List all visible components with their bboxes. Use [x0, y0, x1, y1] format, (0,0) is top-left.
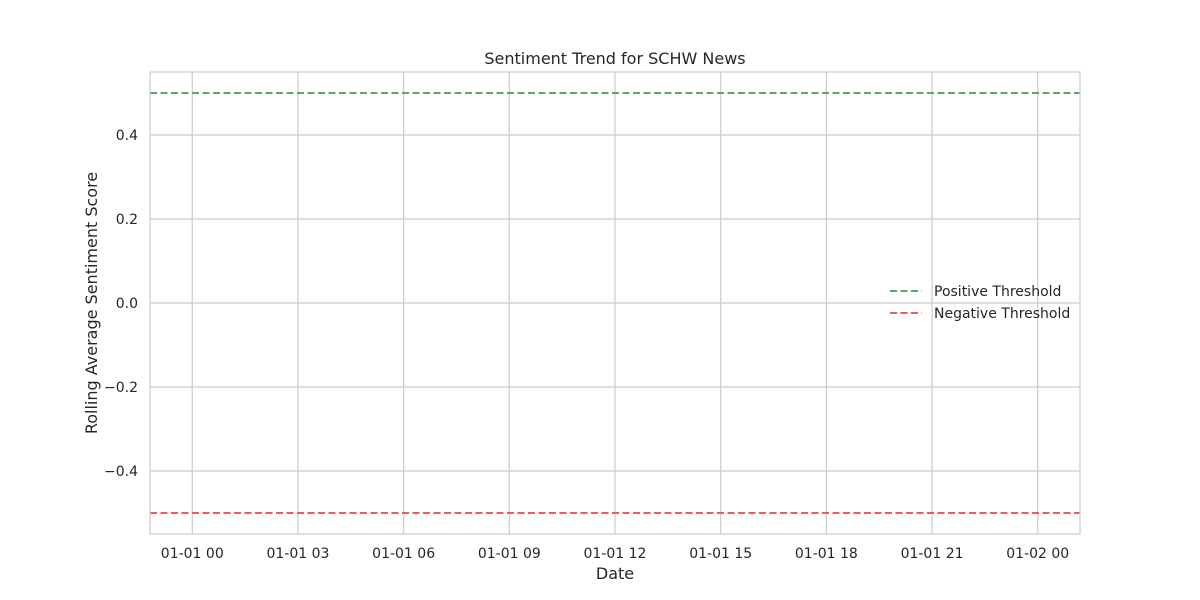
x-tick-label: 01-01 21: [901, 546, 964, 562]
y-axis-ticks: 0.4 0.2 0.0 −0.2 −0.4: [104, 128, 138, 480]
y-tick-label: 0.4: [116, 128, 138, 144]
plot-frame: [149, 71, 1081, 535]
x-tick-label: 01-01 06: [372, 546, 435, 562]
y-axis-title: Rolling Average Sentiment Score: [82, 172, 101, 434]
x-tick-label: 01-01 12: [584, 546, 647, 562]
y-tick-label: 0.0: [116, 296, 138, 312]
x-tick-label: 01-01 00: [161, 546, 224, 562]
y-tick-label: −0.4: [104, 464, 138, 480]
series-lines: [150, 92, 1080, 514]
x-tick-label: 01-01 03: [266, 546, 329, 562]
x-tick-label: 01-01 18: [795, 546, 858, 562]
y-tick-label: −0.2: [104, 380, 138, 396]
x-tick-label: 01-01 09: [478, 546, 541, 562]
legend-label-positive-threshold: Positive Threshold: [934, 284, 1061, 300]
x-tick-label: 01-01 15: [689, 546, 752, 562]
grid: [150, 72, 1080, 534]
legend: Positive Threshold Negative Threshold: [890, 284, 1070, 322]
x-axis-title: Date: [596, 564, 634, 583]
y-tick-label: 0.2: [116, 212, 138, 228]
x-tick-label: 01-02 00: [1006, 546, 1069, 562]
x-axis-ticks: 01-01 00 01-01 03 01-01 06 01-01 09 01-01 12…: [161, 546, 1069, 562]
legend-label-negative-threshold: Negative Threshold: [934, 306, 1070, 322]
chart-title: Sentiment Trend for SCHW News: [484, 49, 745, 68]
